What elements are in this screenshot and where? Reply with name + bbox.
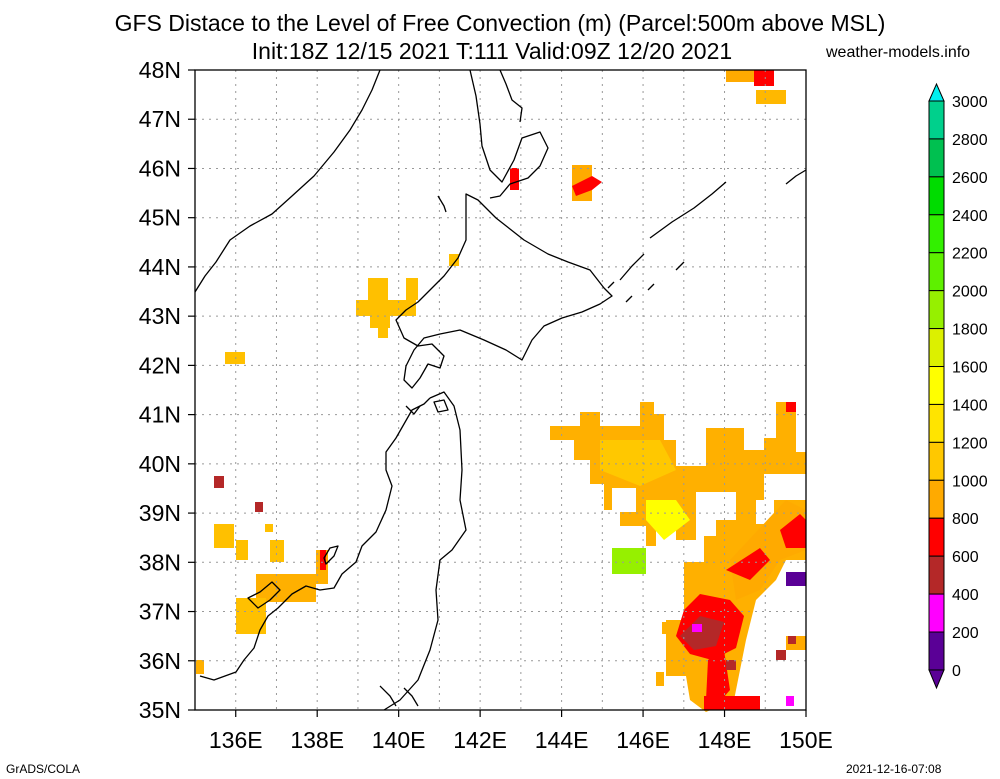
colorbar-label: 600 [952,549,979,566]
colorbar-bottom-arrow [928,669,945,690]
lat-tick-label: 44N [139,254,181,280]
colorbar-label: 0 [952,663,961,680]
lat-tick-label: 35N [139,697,181,723]
lon-tick-label: 142E [453,727,507,753]
colorbar-segment [928,252,945,292]
colorbar-label: 1600 [952,360,988,377]
field-patch-sea-of-japan [196,476,328,674]
lat-tick-label: 37N [139,599,181,625]
field-patch-north [510,70,786,201]
colorbar-segment [928,138,945,178]
colorbar-label: 400 [952,587,979,604]
map-frame [194,69,807,711]
colorbar-label: 1200 [952,435,988,452]
lon-tick-label: 136E [209,727,263,753]
lon-tick-label: 138E [290,727,344,753]
chart-title: GFS Distace to the Level of Free Convect… [114,10,886,36]
colorbar-label: 2600 [952,170,988,187]
field-patch-pacific [550,402,806,712]
coastline [194,69,807,711]
colorbar-label: 800 [952,511,979,528]
lat-tick-label: 45N [139,205,181,231]
longitude-labels: 136E 138E 140E 142E 144E 146E 148E 150E [209,727,833,753]
lat-tick-label: 46N [139,155,181,181]
lat-tick-label: 47N [139,106,181,132]
grid-lines [195,70,806,710]
latitude-labels: 48N 47N 46N 45N 44N 43N 42N 41N 40N 39N 38N 37N 36N 3… [139,57,181,723]
colorbar-label: 2400 [952,208,988,225]
lfc-field-layer [196,70,806,712]
colorbar-label: 1400 [952,397,988,414]
timestamp-label: 2021-12-16-07:08 [846,762,942,776]
colorbar-label: 200 [952,625,979,642]
colorbar-segment [928,517,945,557]
lat-tick-label: 40N [139,451,181,477]
field-patch-hokkaido [225,254,459,364]
colorbar-label: 1000 [952,473,988,490]
lat-tick-label: 36N [139,648,181,674]
credit-label: weather-models.info [826,44,971,61]
lon-tick-label: 146E [616,727,670,753]
colorbar-segment [928,328,945,368]
colorbar-segment [928,555,945,595]
lat-tick-label: 43N [139,303,181,329]
lon-tick-label: 150E [779,727,833,753]
axis-ticks [188,69,807,717]
grads-label: GrADS/COLA [6,762,81,776]
lon-tick-label: 144E [535,727,589,753]
colorbar-segment [928,290,945,330]
lat-tick-label: 38N [139,549,181,575]
colorbar-segment [928,403,945,443]
colorbar-label: 2200 [952,246,988,263]
lat-tick-label: 39N [139,500,181,526]
colorbar-label: 2800 [952,132,988,149]
colorbar-segment [928,479,945,519]
lon-tick-label: 140E [372,727,426,753]
colorbar-label: 2000 [952,284,988,301]
lat-tick-label: 42N [139,352,181,378]
lat-tick-label: 41N [139,402,181,428]
colorbar-label: 1800 [952,322,988,339]
colorbar-segment [928,100,945,140]
lat-tick-label: 48N [139,57,181,83]
colorbar-segment [928,631,945,671]
colorbar: 3000280026002400220020001800160014001200… [928,82,988,690]
colorbar-label: 3000 [952,94,988,111]
colorbar-segment [928,176,945,216]
colorbar-top-arrow [928,82,945,102]
colorbar-segment [928,366,945,405]
lon-tick-label: 148E [698,727,752,753]
colorbar-segment [928,593,945,633]
chart-subtitle: Init:18Z 12/15 2021 T:111 Valid:09Z 12/2… [251,38,733,64]
colorbar-segment [928,441,945,481]
colorbar-segment [928,214,945,254]
